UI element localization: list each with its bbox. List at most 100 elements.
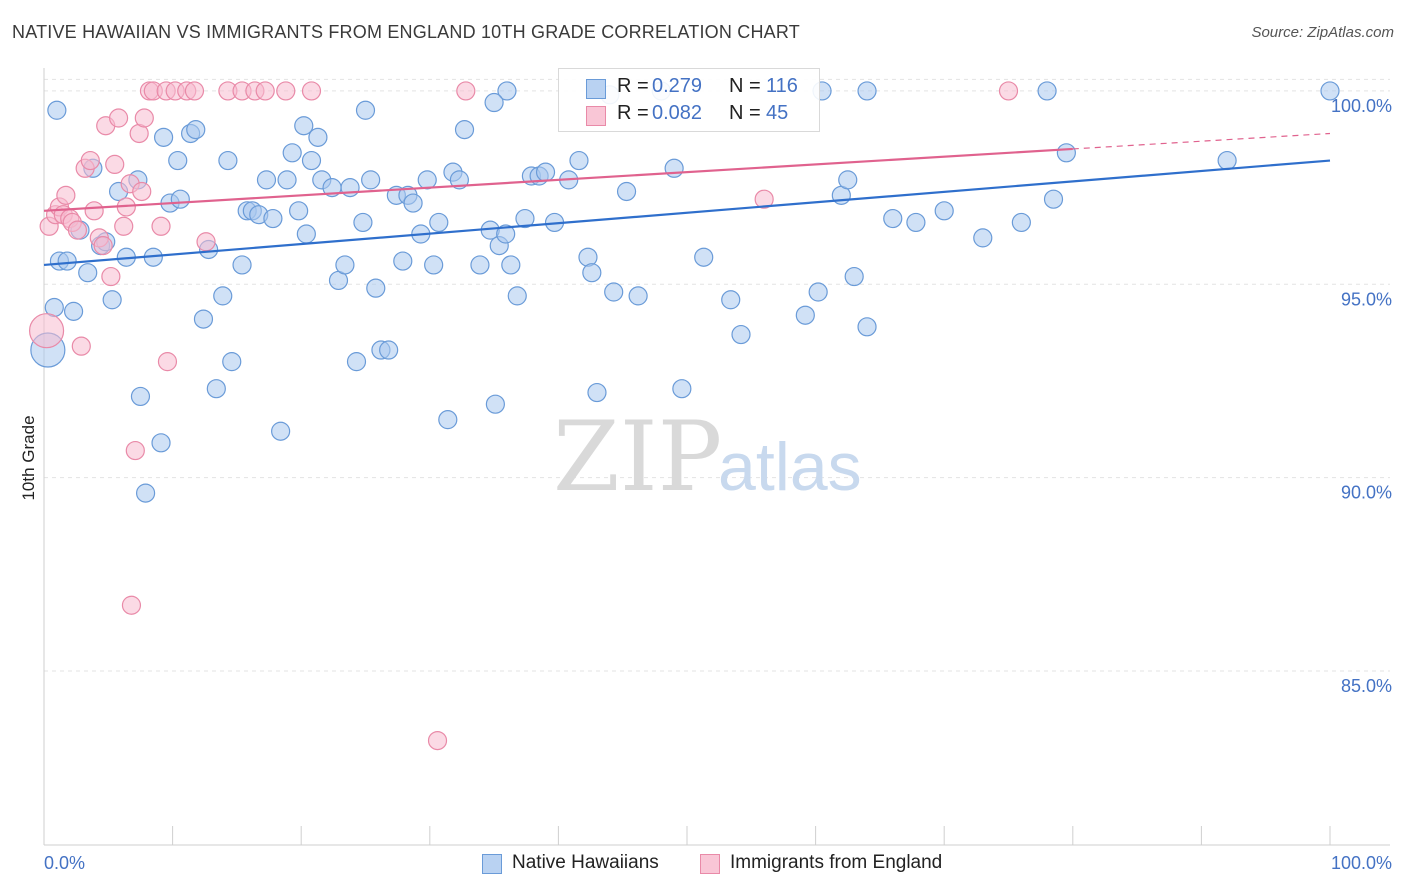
native-hawaiian-point: [628, 286, 648, 306]
england-immigrant-point: [28, 313, 65, 349]
native-hawaiian-point: [721, 290, 741, 310]
native-hawaiian-point: [301, 150, 322, 171]
native-hawaiian-point: [289, 201, 309, 221]
y-tick-label: 85.0%: [1341, 676, 1392, 696]
native-hawaiian-point: [535, 162, 556, 182]
england-immigrant-point: [114, 216, 134, 236]
england-immigrant-point: [754, 189, 774, 209]
watermark: ZIP atlas: [553, 401, 862, 513]
native-hawaiian-point: [604, 282, 624, 302]
native-hawaiian-point: [170, 189, 190, 209]
england-immigrant-point: [427, 730, 448, 751]
england-immigrant-point: [456, 81, 476, 101]
native-hawaiian-point: [417, 170, 437, 190]
n-label: N =: [729, 102, 761, 124]
native-hawaiian-point: [795, 305, 815, 325]
chart-title: NATIVE HAWAIIAN VS IMMIGRANTS FROM ENGLA…: [12, 22, 800, 42]
native-hawaiian-point: [497, 81, 517, 101]
stats-legend: R = 0.279 N = 116 R = 0.082 N = 45: [558, 68, 820, 132]
r-value: 0.279: [652, 75, 703, 97]
trend-lines: [43, 132, 1331, 267]
native-hawaiian-point: [263, 208, 283, 229]
n-value: 116: [766, 75, 798, 97]
native-hawaiian-point: [135, 483, 156, 503]
native-hawaiian-point: [366, 278, 386, 298]
england-immigrant-point: [276, 81, 296, 101]
native-hawaiian-point: [438, 410, 458, 430]
axes: [43, 68, 1390, 846]
native-hawaiian-trend-line: [43, 159, 1331, 267]
native-hawaiian-point: [1037, 81, 1057, 101]
watermark-zip: ZIP: [553, 401, 722, 513]
native-hawaiian-point: [616, 181, 637, 202]
england-immigrant-point: [80, 150, 100, 171]
native-hawaiian-point: [808, 282, 828, 302]
native-hawaiian-point: [130, 386, 151, 407]
native-hawaiian-point: [1056, 143, 1076, 163]
native-hawaiian-point: [973, 228, 993, 248]
native-hawaiian-point: [844, 266, 864, 287]
y-tick-label: 90.0%: [1341, 483, 1392, 503]
n-label: N =: [729, 75, 761, 97]
native-hawaiian-point: [731, 324, 751, 345]
native-hawaiian-point: [282, 143, 302, 163]
pink-swatch: [586, 106, 606, 126]
native-hawaiian-point: [193, 309, 214, 329]
native-hawaiian-point: [403, 193, 423, 213]
native-hawaiian-point: [507, 286, 527, 306]
england-immigrant-point: [56, 185, 76, 205]
native-hawaiian-point: [308, 127, 328, 147]
native-hawaiian-point: [232, 255, 252, 275]
native-hawaiian-point: [222, 352, 242, 372]
native-hawaiian-point: [664, 158, 684, 178]
england-immigrant-point: [184, 81, 205, 101]
native-hawaiian-point: [587, 382, 607, 403]
native-hawaiian-point: [346, 352, 367, 372]
blue-swatch: [586, 79, 606, 99]
native-hawaiian-point: [168, 150, 188, 171]
data-points: [28, 81, 1340, 751]
native-hawaiian-point: [906, 212, 926, 233]
blue-swatch: [482, 854, 502, 874]
england-immigrant-point: [134, 108, 154, 128]
native-hawaiian-point: [1217, 150, 1237, 171]
england-immigrant-point: [132, 181, 152, 202]
england-immigrant-point: [125, 440, 145, 461]
england-immigrant-point: [105, 154, 125, 175]
native-hawaiian-point: [883, 208, 903, 229]
england-immigrant-point: [196, 232, 216, 252]
native-hawaiian-point: [496, 224, 516, 244]
native-hawaiian-point: [256, 170, 277, 190]
england-trend-line: [43, 147, 1073, 212]
native-hawaiian-point: [186, 120, 206, 140]
legend-label: Native Hawaiians: [512, 852, 659, 873]
native-hawaiian-point: [582, 263, 602, 283]
england-immigrant-point: [71, 336, 91, 356]
native-hawaiian-point: [672, 379, 692, 399]
native-hawaiian-point: [470, 255, 490, 275]
native-hawaiian-point: [1320, 81, 1340, 101]
native-hawaiian-point: [213, 286, 233, 306]
england-immigrant-point: [108, 108, 129, 128]
native-hawaiian-point: [1011, 212, 1031, 233]
native-hawaiian-point: [361, 170, 381, 190]
pink-swatch: [700, 854, 720, 874]
r-label: R =: [617, 102, 649, 124]
native-hawaiian-point: [78, 263, 98, 283]
native-hawaiian-point: [857, 317, 877, 337]
stats-legend-row-immigrants-england: R = 0.082 N = 45: [559, 100, 819, 128]
native-hawaiian-point: [429, 212, 449, 233]
native-hawaiian-point: [47, 100, 67, 120]
native-hawaiian-point: [934, 201, 954, 221]
england-immigrant-point: [255, 81, 275, 101]
native-hawaiian-point: [393, 251, 413, 271]
native-hawaiian-point: [424, 255, 444, 275]
grid-lines: [44, 78, 1390, 672]
native-hawaiian-point: [271, 421, 291, 441]
native-hawaiian-point: [335, 255, 355, 275]
y-tick-label: 100.0%: [1331, 96, 1392, 116]
native-hawaiian-point: [501, 255, 521, 275]
england-immigrant-point: [93, 236, 113, 256]
native-hawaiian-point: [340, 178, 360, 198]
england-immigrant-point: [121, 595, 142, 615]
